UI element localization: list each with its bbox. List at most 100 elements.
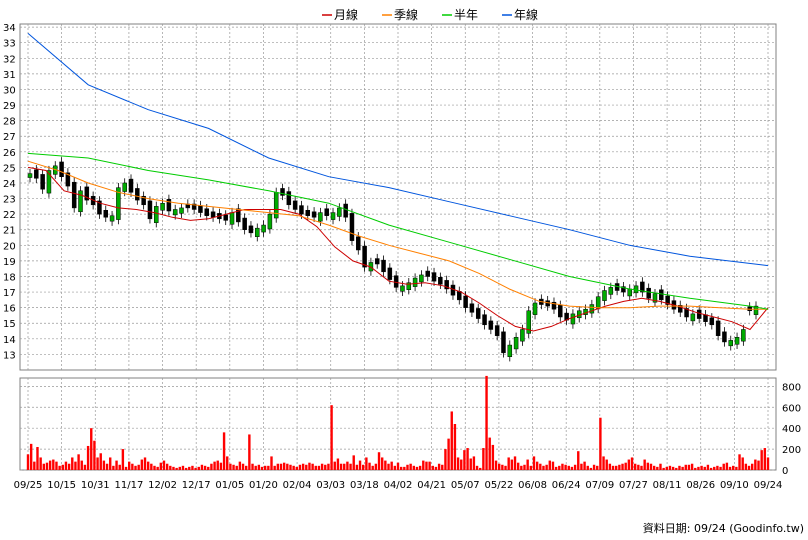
candle-body — [349, 213, 355, 241]
price-tick-label: 32 — [3, 54, 16, 65]
volume-bar — [127, 461, 131, 470]
volume-bar — [339, 463, 343, 470]
volume-bar — [586, 465, 589, 470]
volume-bar — [583, 461, 586, 470]
volume-bar — [146, 461, 150, 470]
volume-bar — [485, 375, 488, 470]
volume-bar — [754, 459, 757, 470]
volume-bar — [184, 467, 188, 470]
volume-bar — [548, 460, 551, 470]
candle-body — [734, 337, 740, 345]
volume-bar — [358, 460, 362, 470]
price-tick-label: 17 — [3, 288, 16, 299]
legend-label: 年線 — [514, 7, 538, 22]
candle-body — [602, 290, 607, 301]
volume-bar — [197, 466, 200, 470]
volume-bar — [545, 464, 548, 470]
volume-bar — [115, 460, 118, 470]
volume-bar — [558, 465, 561, 470]
volume-bar — [343, 463, 346, 470]
volume-bar — [431, 465, 434, 470]
volume-bar — [573, 464, 577, 470]
price-tick-label: 13 — [3, 350, 16, 361]
volume-bar — [513, 456, 517, 470]
volume-bar — [226, 456, 229, 470]
volume-bar — [324, 464, 327, 470]
candle-body — [337, 207, 342, 217]
price-tick-label: 14 — [3, 335, 16, 346]
price-tick-label: 20 — [3, 241, 16, 252]
volume-bar — [624, 462, 627, 470]
volume-tick-label: 600 — [782, 403, 801, 414]
volume-bar — [668, 465, 672, 470]
volume-bar — [188, 466, 191, 470]
candle-body — [147, 200, 153, 220]
volume-bar — [175, 467, 178, 470]
date-tick-label: 01/05 — [215, 480, 244, 491]
candle-body — [267, 213, 273, 230]
candle-body — [488, 320, 494, 330]
candle-body — [570, 313, 576, 325]
candle-body — [703, 314, 708, 322]
volume-bar — [700, 465, 703, 470]
volume-bar — [709, 467, 713, 470]
volume-bar — [488, 437, 491, 470]
price-tick-label: 30 — [3, 85, 16, 96]
candle-body — [753, 305, 759, 315]
price-tick-label: 23 — [3, 195, 16, 206]
candle-body — [103, 209, 109, 218]
candle-body — [65, 172, 71, 187]
volume-bar — [159, 462, 163, 470]
candle-body — [475, 308, 481, 319]
volume-bar — [681, 466, 684, 470]
volume-bar — [469, 458, 472, 470]
volume-bar — [150, 463, 153, 470]
volume-bar — [757, 460, 760, 470]
volume-bar — [750, 463, 754, 470]
volume-bar — [529, 465, 533, 470]
volume-bar — [248, 434, 251, 470]
candle-body — [172, 209, 178, 216]
volume-bar — [627, 459, 631, 470]
ma-line-year — [27, 33, 769, 267]
volume-bar — [507, 457, 510, 470]
volume-bar — [251, 463, 254, 470]
candle-body — [191, 203, 197, 210]
date-tick-label: 04/21 — [417, 480, 446, 491]
volume-bar — [437, 463, 441, 470]
volume-bar — [301, 463, 305, 470]
candle-body — [229, 212, 235, 225]
candle-body — [166, 199, 172, 212]
volume-bar — [143, 457, 147, 470]
volume-bar — [169, 465, 172, 470]
candle-body — [431, 272, 437, 282]
candle-body — [179, 207, 184, 214]
date-tick-label: 02/04 — [283, 480, 312, 491]
volume-bars — [26, 375, 770, 470]
candle-body — [482, 314, 487, 326]
volume-bar — [254, 465, 257, 470]
candle-body — [532, 302, 538, 315]
volume-bar — [105, 463, 109, 470]
volume-bar — [260, 466, 264, 470]
candle-body — [154, 206, 159, 223]
volume-bar — [273, 465, 276, 470]
candle-body — [690, 313, 696, 322]
volume-bar — [213, 461, 216, 470]
volume-bar — [551, 461, 555, 470]
volume-bar — [633, 463, 637, 470]
volume-bar — [52, 459, 55, 470]
date-tick-label: 04/02 — [384, 480, 413, 491]
volume-bar — [194, 467, 197, 470]
volume-bar — [415, 466, 419, 470]
ma-line-half-year — [27, 152, 769, 310]
candle-body — [343, 203, 348, 218]
data-date-credit: 資料日期: 09/24 (Goodinfo.tw) — [643, 521, 804, 535]
volume-tick-label: 0 — [782, 466, 788, 477]
volume-bar — [257, 464, 261, 470]
candle-body — [400, 285, 405, 292]
candle-body — [715, 320, 721, 336]
candle-body — [722, 331, 727, 343]
price-tick-label: 18 — [3, 272, 16, 283]
volume-tick-label: 200 — [782, 445, 801, 456]
